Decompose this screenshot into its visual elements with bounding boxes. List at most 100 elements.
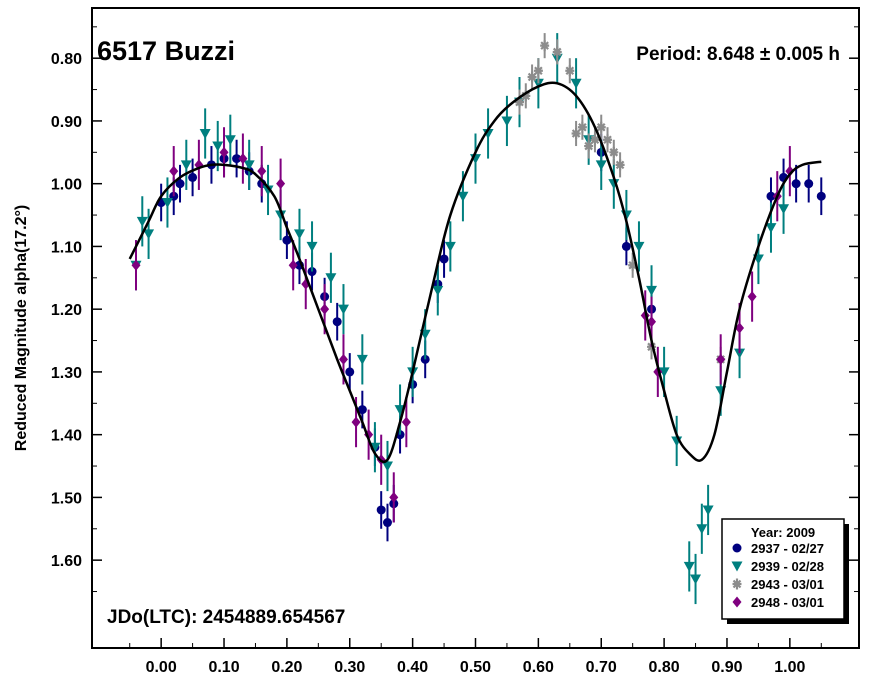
y-axis-label: Reduced Magnitude alpha(17.2°): [13, 205, 30, 451]
data-point: [646, 285, 658, 296]
data-point: [136, 216, 148, 227]
data-point: [325, 273, 337, 284]
data-point: [345, 367, 355, 377]
legend-marker: [731, 561, 743, 572]
data-point: [320, 303, 330, 315]
data-point: [482, 128, 494, 139]
x-axis: 0.00 0.10 0.20 0.30 0.40 0.50 0.60 0.70 0.80 0.90…: [129, 638, 822, 676]
data-point: [595, 160, 607, 171]
x-tick-label: 0.10: [208, 659, 239, 676]
data-point: [577, 121, 587, 133]
data-point: [212, 141, 224, 152]
data-point: [533, 65, 543, 77]
data-point: [199, 128, 211, 139]
data-point: [716, 353, 726, 365]
data-point: [232, 154, 242, 164]
data-point: [702, 505, 714, 516]
legend-marker: [732, 543, 742, 553]
data-point: [608, 179, 620, 190]
legend-label: 2943 - 03/01: [751, 577, 824, 592]
data-point: [376, 505, 386, 515]
data-point: [351, 416, 361, 428]
y-tick-label: 1.20: [51, 302, 82, 319]
data-point: [615, 159, 625, 171]
data-point: [356, 354, 368, 365]
series-3: [131, 127, 795, 523]
data-point: [180, 160, 192, 171]
data-point: [382, 518, 392, 528]
data-point: [501, 116, 513, 127]
data-point: [401, 416, 411, 428]
data-point: [161, 198, 173, 209]
data-point: [175, 179, 185, 189]
x-tick-label: 0.90: [711, 659, 742, 676]
y-tick-label: 1.10: [51, 239, 82, 256]
data-point: [584, 140, 594, 152]
data-point: [432, 285, 444, 296]
y-tick-label: 1.50: [51, 490, 82, 507]
data-point: [257, 165, 267, 177]
y-tick-label: 1.60: [51, 553, 82, 570]
data-point: [243, 160, 255, 171]
legend-label: 2948 - 03/01: [751, 595, 824, 610]
data-point: [540, 40, 550, 52]
legend-label: 2937 - 02/27: [751, 541, 824, 556]
data-point: [293, 229, 305, 240]
legend: Year: 2009 2937 - 02/27 2939 - 02/28 2943 …: [721, 518, 849, 624]
legend-marker: [732, 578, 742, 590]
jd-label: JDo(LTC): 2454889.654567: [107, 607, 345, 628]
data-point: [276, 178, 286, 190]
y-tick-label: 0.80: [51, 51, 82, 68]
y-axis: 0.80 0.90 1.00 1.10 1.20 1.30 1.40 1.50 1.60: [51, 26, 859, 593]
data-point: [621, 241, 631, 251]
data-point: [734, 348, 746, 359]
data-point: [570, 78, 582, 89]
data-point: [633, 241, 645, 252]
data-point: [609, 146, 619, 158]
data-point: [275, 210, 287, 221]
data-point: [696, 524, 708, 535]
data-point: [571, 127, 581, 139]
data-point: [690, 574, 702, 585]
data-point: [735, 322, 745, 334]
legend-entries: 2937 - 02/27 2939 - 02/28 2943 - 03/01 2948…: [731, 541, 824, 610]
x-tick-label: 0.20: [271, 659, 302, 676]
data-point: [596, 121, 606, 133]
data-point: [527, 71, 537, 83]
data-point: [357, 405, 367, 415]
data-point: [765, 223, 777, 234]
data-point: [143, 229, 155, 240]
y-tick-label: 1.30: [51, 365, 82, 382]
data-point: [332, 317, 342, 327]
data-point: [565, 65, 575, 77]
data-point: [747, 291, 757, 303]
data-point: [219, 146, 229, 158]
data-point: [444, 241, 456, 252]
data-point: [552, 46, 562, 58]
data-point: [262, 185, 274, 196]
data-point: [658, 367, 670, 378]
period-label: Period: 8.648 ± 0.005 h: [636, 44, 840, 65]
legend-label: 2939 - 02/28: [751, 559, 824, 574]
data-point: [306, 241, 318, 252]
data-point: [457, 191, 469, 202]
data-point: [785, 165, 795, 177]
x-tick-label: 0.70: [586, 659, 617, 676]
y-tick-label: 1.40: [51, 428, 82, 445]
data-point: [439, 254, 449, 264]
data-point: [521, 90, 531, 102]
data-point: [791, 179, 801, 189]
x-tick-label: 1.00: [774, 659, 805, 676]
x-tick-label: 0.80: [649, 659, 680, 676]
data-point: [169, 165, 179, 177]
legend-title: Year: 2009: [751, 525, 815, 540]
series-2: [515, 33, 726, 372]
data-point: [590, 134, 600, 146]
data-point: [515, 96, 525, 108]
data-point: [288, 259, 298, 271]
data-point: [647, 341, 657, 353]
data-point: [238, 153, 248, 165]
data-point: [282, 235, 292, 245]
data-point: [603, 134, 613, 146]
data-point: [532, 78, 544, 89]
